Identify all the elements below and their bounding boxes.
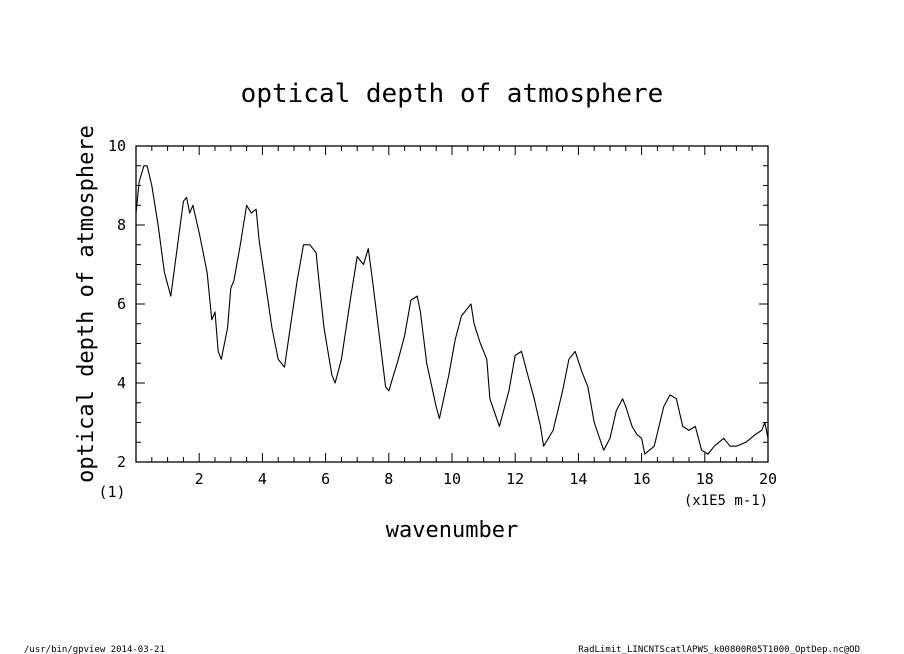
x-tick-label: 4	[258, 470, 267, 488]
footer-right: RadLimit_LINCNTScatlAPWS_k00800R05T1000_…	[578, 645, 860, 654]
x-tick-labels: 2 4 6 8 10 12 14 16 18 20	[195, 470, 777, 488]
y-tick-label: 6	[117, 295, 126, 313]
y-tick-labels: 2 4 6 8 10	[108, 137, 126, 471]
y-tick-label: 4	[117, 374, 126, 392]
y-tick-label: 2	[117, 453, 126, 471]
x-unit-note: (x1E5 m-1)	[684, 493, 768, 509]
x-tick-label: 20	[759, 470, 777, 488]
y-tick-label: 8	[117, 216, 126, 234]
y-tick-label: 10	[108, 137, 126, 155]
axis-ticks	[135, 145, 769, 463]
x-tick-label: 8	[384, 470, 393, 488]
x-tick-label: 14	[569, 470, 587, 488]
x-tick-label: 6	[321, 470, 330, 488]
x-tick-label: 10	[443, 470, 461, 488]
y-axis-label: optical depth of atmosphere	[74, 125, 99, 483]
x-tick-label: 2	[195, 470, 204, 488]
y-multiplier-note: (1)	[98, 483, 125, 501]
series-line	[135, 165, 769, 455]
plot-frame	[135, 145, 769, 463]
footer-left: /usr/bin/gpview 2014-03-21	[24, 645, 165, 654]
x-tick-label: 12	[506, 470, 524, 488]
chart-title: optical depth of atmosphere	[241, 79, 664, 109]
x-tick-label: 16	[633, 470, 651, 488]
x-axis-label: wavenumber	[386, 518, 518, 543]
x-tick-label: 18	[696, 470, 714, 488]
